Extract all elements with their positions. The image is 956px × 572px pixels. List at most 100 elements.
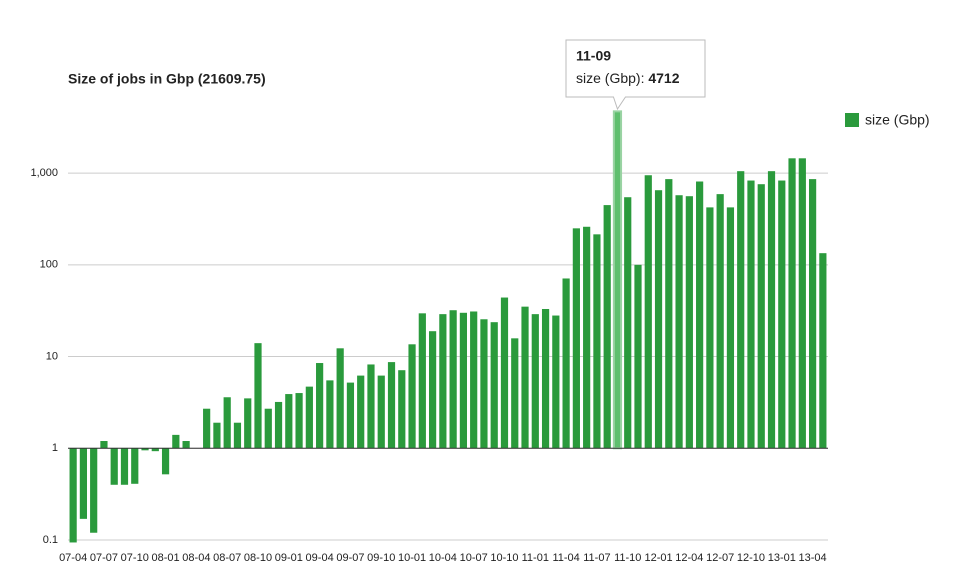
x-tick-label: 08-07 (213, 552, 241, 564)
bar (521, 306, 529, 449)
bar (79, 448, 88, 519)
bar (808, 179, 817, 449)
x-tick-label: 12-10 (737, 552, 765, 564)
bar (100, 441, 108, 449)
bar (428, 331, 437, 449)
bar (593, 234, 601, 449)
x-tick-label: 10-01 (398, 552, 426, 564)
bar (583, 226, 591, 449)
bar (716, 194, 724, 449)
x-tick-label: 11-07 (583, 552, 610, 564)
bar (572, 228, 580, 449)
bar (552, 315, 560, 449)
bar (449, 310, 457, 449)
x-tick-label: 10-07 (460, 552, 488, 564)
y-tick-label: 1,000 (30, 167, 58, 179)
bar (305, 386, 313, 449)
bar (418, 313, 426, 449)
bar (767, 171, 776, 449)
y-tick-label: 10 (46, 350, 58, 362)
x-tick-label: 09-04 (306, 552, 334, 564)
bar (264, 408, 272, 449)
bar (470, 311, 478, 449)
bar (336, 348, 344, 449)
bar (696, 181, 704, 449)
x-tick-label: 12-04 (675, 552, 703, 564)
bar (459, 312, 468, 449)
bar (398, 370, 406, 449)
x-tick-label: 07-10 (121, 552, 149, 564)
x-tick-label: 11-01 (522, 552, 549, 564)
bar (244, 398, 252, 449)
bar (326, 380, 334, 449)
legend-swatch (845, 113, 859, 127)
bar (624, 197, 632, 449)
bar (295, 393, 303, 449)
bar (254, 343, 262, 449)
bar (612, 110, 623, 450)
bar (675, 195, 683, 449)
bar (480, 319, 488, 449)
bar (213, 422, 221, 449)
bar (151, 448, 159, 452)
bar (541, 308, 550, 449)
x-tick-label: 07-04 (59, 552, 87, 564)
bar (706, 207, 714, 449)
bar (131, 448, 139, 484)
x-tick-label: 08-04 (182, 552, 210, 564)
bar (223, 397, 231, 449)
bar (141, 448, 149, 451)
bar (757, 184, 765, 449)
bar (490, 322, 498, 449)
bar (172, 434, 180, 449)
x-tick-label: 11-10 (614, 552, 641, 564)
x-tick-label: 11-04 (552, 552, 579, 564)
bar (778, 180, 786, 449)
bar (665, 179, 673, 449)
bar (233, 422, 242, 449)
x-tick-label: 10-10 (490, 552, 518, 564)
bar (69, 448, 77, 543)
x-tick-label: 08-01 (151, 552, 179, 564)
bar (654, 190, 663, 449)
x-tick-label: 08-10 (244, 552, 272, 564)
bar (203, 408, 211, 449)
x-tick-label: 13-04 (799, 552, 827, 564)
tooltip-text: size (Gbp): 4712 (576, 70, 680, 86)
bar (346, 382, 355, 449)
bar (439, 314, 447, 449)
bar (377, 375, 385, 449)
tooltip-value: 4712 (648, 70, 679, 86)
bar (737, 171, 745, 449)
bar (788, 158, 796, 449)
bar (603, 205, 611, 449)
bar (357, 375, 365, 449)
bar (408, 344, 416, 449)
x-tick-label: 10-04 (429, 552, 457, 564)
y-tick-label: 1 (52, 442, 58, 454)
bar (511, 338, 519, 449)
bar (634, 264, 642, 449)
bar (161, 448, 170, 475)
bar (726, 207, 735, 449)
x-tick-label: 09-07 (336, 552, 364, 564)
bar (531, 314, 539, 449)
chart-title: Size of jobs in Gbp (21609.75) (68, 71, 266, 87)
bar (120, 448, 129, 485)
bar (500, 297, 509, 449)
x-tick-label: 12-01 (644, 552, 672, 564)
bar (182, 441, 190, 449)
bar (798, 158, 806, 449)
bar (685, 196, 693, 449)
x-tick-label: 09-01 (275, 552, 303, 564)
bar (562, 278, 570, 449)
bar (285, 394, 293, 449)
tooltip-title: 11-09 (576, 48, 611, 64)
legend-label: size (Gbp) (865, 112, 930, 128)
bar (316, 363, 324, 449)
x-tick-label: 07-07 (90, 552, 118, 564)
x-tick-label: 09-10 (367, 552, 395, 564)
y-tick-label: 0.1 (43, 534, 58, 546)
bar (644, 175, 652, 449)
